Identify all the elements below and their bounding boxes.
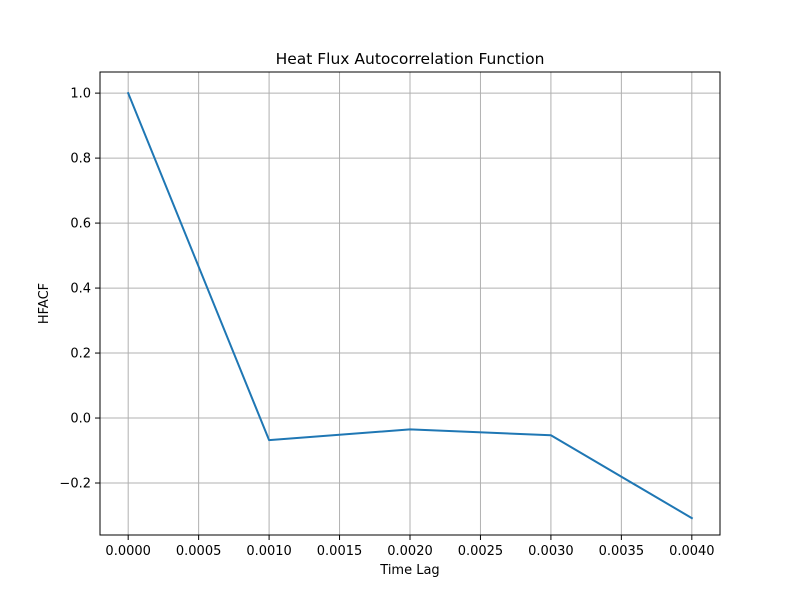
y-axis-label: HFACF — [37, 283, 52, 324]
x-tick-label: 0.0010 — [246, 544, 292, 559]
x-tick-label: 0.0000 — [105, 544, 151, 559]
x-tick-label: 0.0030 — [528, 544, 574, 559]
y-tick-label: 1.0 — [70, 87, 91, 102]
y-tick-label: 0.6 — [70, 217, 91, 232]
x-tick-label: 0.0040 — [669, 544, 715, 559]
tick-layer: 0.0000 0.0005 0.0010 0.0015 0.0020 0.0025 0.00… — [59, 87, 714, 559]
y-tick-label: 0.4 — [70, 282, 91, 297]
x-tick-label: 0.0020 — [387, 544, 433, 559]
y-tick-label: 0.8 — [70, 152, 91, 167]
x-axis-label: Time Lag — [379, 563, 439, 578]
chart-title: Heat Flux Autocorrelation Function — [276, 50, 545, 68]
y-tick-label: −0.2 — [59, 477, 91, 492]
series-line — [126, 91, 694, 520]
y-tick-label: 0.2 — [70, 347, 91, 362]
series-layer — [126, 91, 694, 520]
y-tick-label: 0.0 — [70, 412, 91, 427]
x-tick-label: 0.0005 — [176, 544, 222, 559]
grid-layer — [100, 72, 720, 535]
x-tick-label: 0.0025 — [458, 544, 504, 559]
x-tick-label: 0.0015 — [317, 544, 363, 559]
x-tick-label: 0.0035 — [599, 544, 645, 559]
